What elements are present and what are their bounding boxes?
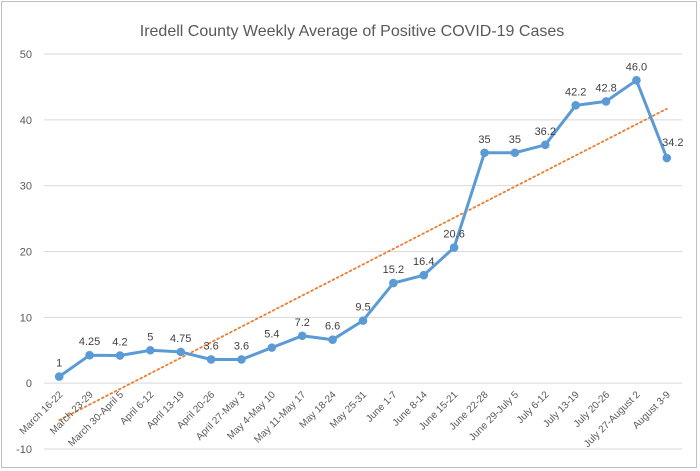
data-point: [601, 97, 611, 106]
data-label: 7.2: [295, 317, 310, 329]
y-axis-ticks: -10 0 10 20 30 40 50: [16, 49, 32, 456]
data-label: 34.2: [662, 137, 683, 149]
y-tick-label: -10: [16, 444, 32, 456]
data-label: 1: [56, 358, 62, 370]
data-point: [115, 351, 125, 360]
data-point: [146, 345, 155, 355]
data-label: 46.0: [626, 61, 647, 73]
y-tick-label: 40: [20, 115, 32, 127]
data-label: 3.6: [234, 340, 249, 352]
data-point: [540, 140, 550, 150]
data-label: 15.2: [383, 264, 404, 276]
data-point: [54, 372, 64, 381]
data-label: 20.6: [443, 229, 464, 241]
data-label: 36.2: [535, 126, 556, 138]
data-label: 4.75: [170, 333, 191, 345]
data-point: [328, 335, 337, 345]
data-point: [632, 76, 641, 85]
data-point: [480, 148, 489, 158]
data-label: 4.2: [112, 337, 127, 349]
data-label: 3.6: [203, 340, 218, 352]
y-tick-label: 10: [20, 312, 32, 324]
data-point: [571, 101, 580, 110]
data-label: 6.6: [325, 321, 340, 333]
data-point: [449, 243, 459, 252]
gridlines: [44, 53, 682, 450]
series-layer: [54, 76, 672, 381]
data-label: 9.5: [355, 302, 370, 314]
y-tick-label: 30: [20, 181, 32, 193]
data-label: 35: [509, 134, 521, 146]
data-point: [297, 331, 307, 341]
data-label: 35: [478, 134, 490, 146]
data-label: 5.4: [264, 329, 279, 341]
data-point: [176, 347, 186, 357]
data-label: 42.2: [565, 86, 586, 98]
y-tick-label: 0: [26, 378, 32, 390]
data-point: [510, 148, 520, 158]
data-point: [206, 355, 216, 364]
data-point: [389, 278, 398, 288]
data-label: 42.8: [595, 82, 616, 94]
x-tick-label: March 30-April 5: [66, 389, 126, 449]
y-tick-label: 50: [20, 49, 32, 61]
data-point: [358, 316, 368, 325]
data-point: [267, 343, 277, 352]
trendline-layer: [58, 107, 668, 422]
data-label: 16.4: [413, 256, 434, 268]
y-tick-label: 20: [20, 247, 32, 259]
data-label: 4.25: [79, 336, 100, 348]
chart-title: Iredell County Weekly Average of Positiv…: [140, 23, 565, 40]
trendline: [58, 107, 668, 422]
data-point: [85, 350, 94, 360]
data-label: 5: [147, 331, 153, 343]
data-labels: 14.25 4.2 5 4.753.6 3.65.47.2 6.69.515.216.42…: [56, 61, 683, 369]
data-point: [662, 153, 672, 163]
data-point: [419, 270, 429, 280]
data-point: [237, 355, 246, 364]
